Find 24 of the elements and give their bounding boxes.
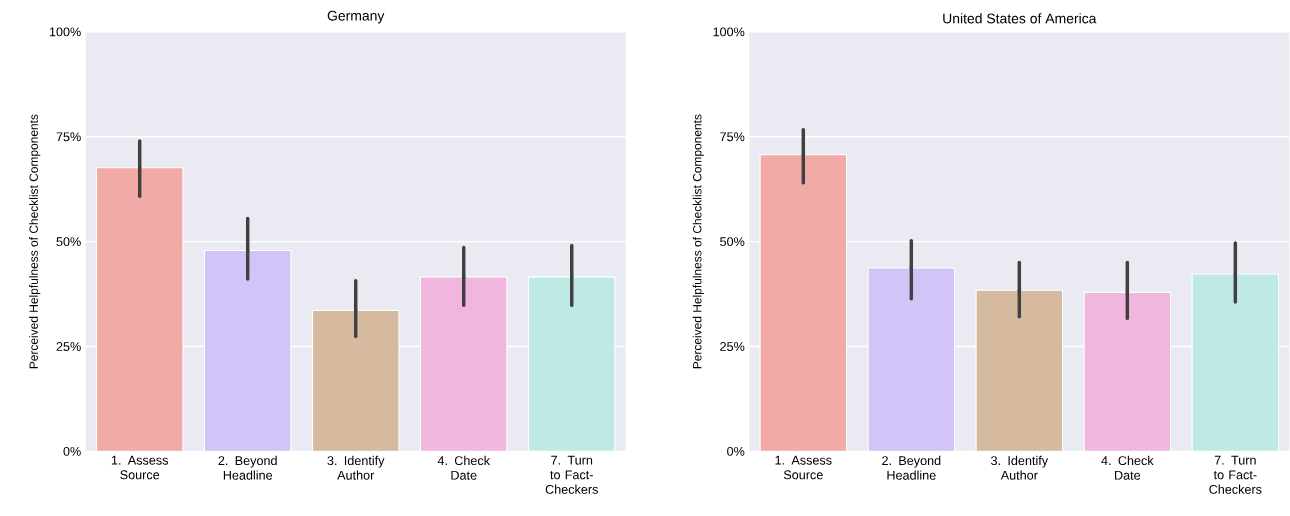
y-tick-label: 75% <box>56 132 81 142</box>
chart-title: United States of America <box>943 13 1097 24</box>
y-tick-label: 0% <box>63 446 81 456</box>
x-tick-label: 1. Assess Source <box>775 455 832 480</box>
y-tick-label: 50% <box>720 237 745 247</box>
x-tick-label: 7. Turn to Fact-Checkers <box>1209 455 1262 494</box>
x-tick-label: 3. Identify Author <box>327 455 385 480</box>
y-tick-label: 100% <box>713 27 745 37</box>
y-axis-title: Perceived Helpfulness of Checklist Components <box>692 114 704 369</box>
y-tick-label: 50% <box>56 237 81 247</box>
x-tick-label: 2. Beyond Headline <box>218 455 277 480</box>
x-tick-label: 2. Beyond Headline <box>882 455 941 480</box>
x-tick-label: 4. Check Date <box>437 455 491 480</box>
x-tick-label: 7. Turn to Fact-Checkers <box>545 455 598 494</box>
chart-title: Germany <box>327 10 385 24</box>
y-tick-label: 25% <box>56 341 81 351</box>
x-tick-label: 4. Check Date <box>1101 455 1154 480</box>
y-tick-label: 25% <box>720 341 745 351</box>
y-tick-label: 75% <box>720 132 745 142</box>
y-tick-label: 0% <box>727 446 745 456</box>
x-tick-label: 3. Identify Author <box>991 455 1049 480</box>
x-tick-label: 1. Assess Source <box>111 455 168 480</box>
y-tick-label: 100% <box>49 27 81 37</box>
y-axis-title: Perceived Helpfulness of Checklist Components <box>29 114 41 369</box>
